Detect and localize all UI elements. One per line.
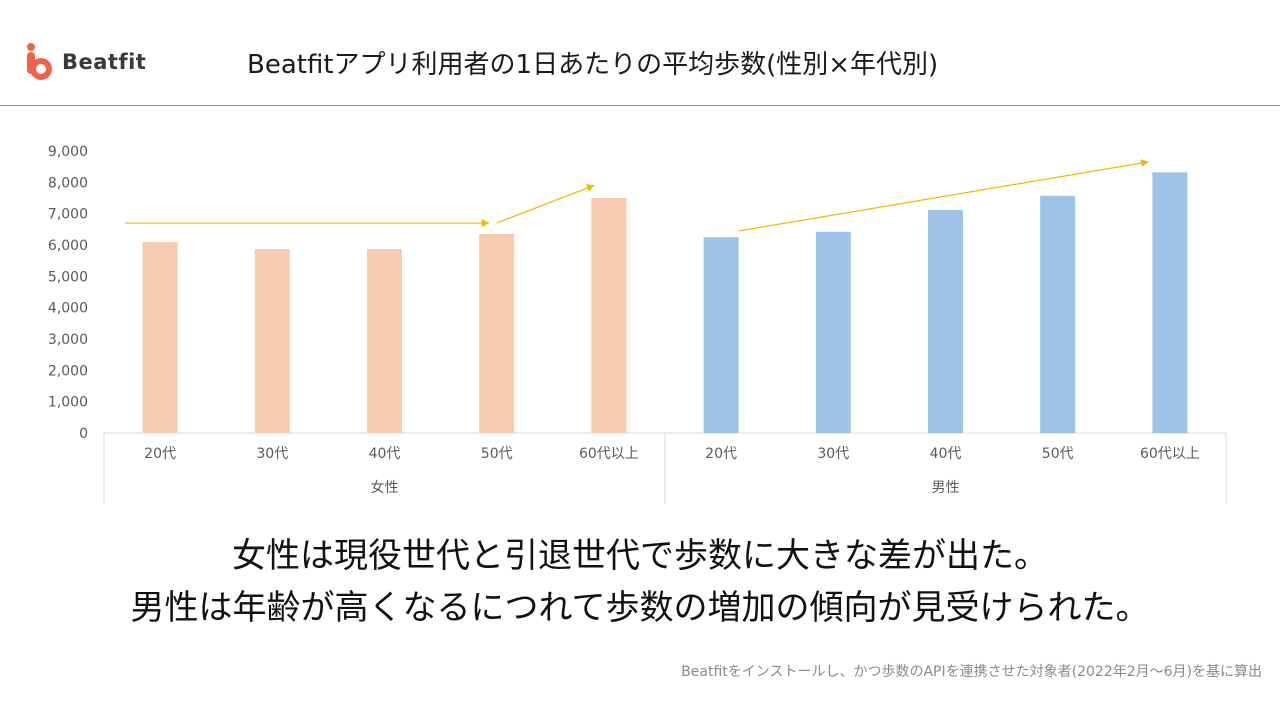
y-tick-label: 3,000 <box>48 332 88 348</box>
y-tick-label: 2,000 <box>48 363 88 379</box>
conclusion-line-2: 男性は年齢が高くなるにつれて歩数の増加の傾向が見受けられた。 <box>130 588 1150 628</box>
male-rise-arrow <box>739 159 1149 232</box>
female-rise-arrow <box>496 184 595 224</box>
bar <box>1152 172 1188 433</box>
group-label: 女性 <box>371 479 399 496</box>
bar <box>928 209 963 433</box>
y-tick-label: 9,000 <box>48 144 88 160</box>
bar <box>142 241 178 433</box>
x-tick-label: 50代 <box>1042 446 1074 462</box>
bar <box>254 249 290 433</box>
y-tick-label: 1,000 <box>48 395 88 411</box>
logo-text: Beatfit <box>62 50 147 74</box>
beatfit-logo: Beatfit <box>24 42 146 82</box>
beatfit-logo-icon <box>27 43 52 80</box>
x-tick-label: 40代 <box>369 446 401 462</box>
x-tick-label: 20代 <box>144 446 176 462</box>
y-tick-label: 7,000 <box>48 207 88 223</box>
x-tick-label: 30代 <box>817 446 849 462</box>
conclusion-line-1: 女性は現役世代と引退世代で歩数に大きな差が出た。 <box>232 536 1048 576</box>
footnote: Beatfitをインストールし、かつ歩数のAPIを連携させた対象者(2022年2… <box>681 664 1262 680</box>
bar <box>1040 195 1076 433</box>
y-tick-label: 5,000 <box>48 269 88 285</box>
y-tick-label: 8,000 <box>48 175 88 191</box>
y-tick-label: 6,000 <box>48 238 88 254</box>
bar <box>367 249 402 433</box>
y-tick-label: 0 <box>79 426 88 442</box>
bar <box>591 198 627 433</box>
header-divider <box>0 105 1280 106</box>
bar <box>479 234 515 433</box>
group-label: 男性 <box>932 480 960 496</box>
bar <box>703 237 739 433</box>
bar-chart: 0 1,000 2,000 3,000 4,000 5,000 6,000 7,000 8,00… <box>48 144 1227 504</box>
x-tick-label: 20代 <box>705 446 737 462</box>
x-tick-label: 30代 <box>256 446 288 462</box>
bar <box>815 231 851 433</box>
page-title: Beatfitアプリ利用者の1日あたりの平均歩数(性別×年代別) <box>247 50 939 80</box>
y-tick-label: 4,000 <box>48 301 88 317</box>
x-tick-label: 60代以上 <box>579 446 639 462</box>
x-tick-label: 40代 <box>930 446 962 462</box>
x-tick-label: 50代 <box>481 446 513 462</box>
x-tick-label: 60代以上 <box>1140 446 1200 462</box>
